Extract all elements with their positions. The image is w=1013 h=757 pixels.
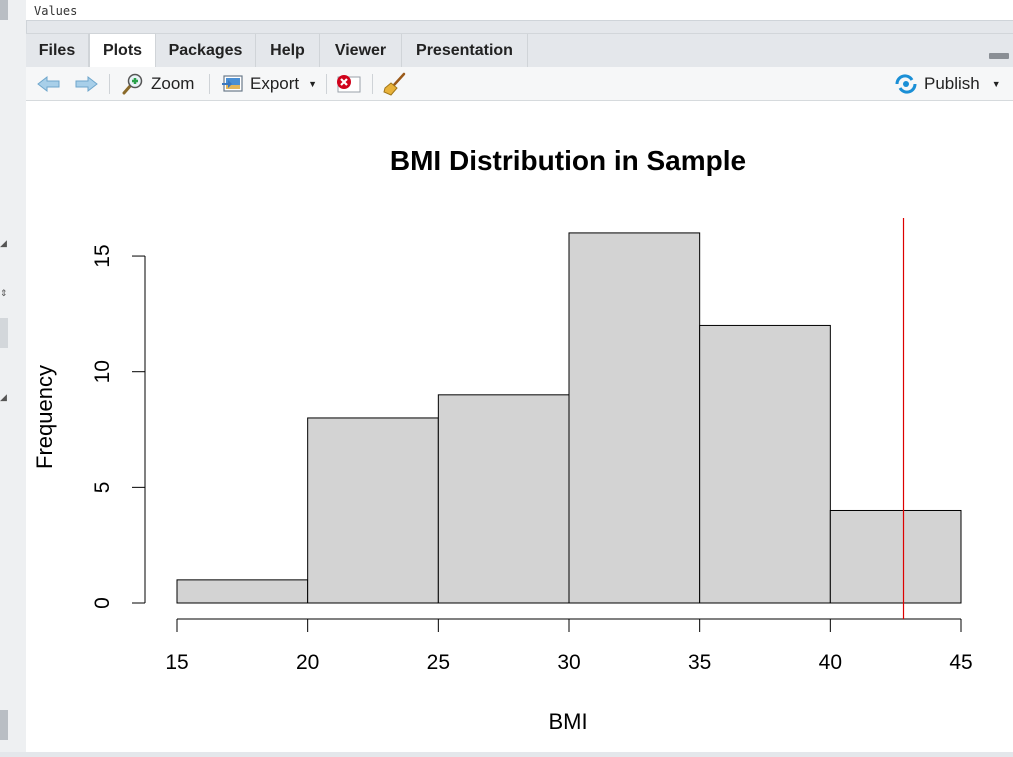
histogram-bar [307, 417, 439, 604]
export-icon [222, 74, 243, 92]
plot-viewer: BMI Distribution in Sample BMI Frequency… [26, 101, 1013, 752]
broom-icon [383, 72, 406, 96]
zoom-icon [122, 73, 143, 94]
collapse-arrow-icon[interactable]: ◢ [0, 392, 7, 402]
x-tick-label: 30 [557, 651, 580, 674]
x-axis: 15 20 25 30 35 40 45 [165, 618, 973, 674]
y-axis: 0 5 10 15 [91, 244, 146, 609]
tab-help[interactable]: Help [256, 34, 320, 67]
minimize-pane-button[interactable] [989, 53, 1009, 59]
tab-packages[interactable]: Packages [156, 34, 256, 67]
clear-all-button[interactable] [382, 67, 408, 100]
tab-plots[interactable]: Plots [89, 33, 156, 68]
plots-toolbar: Zoom Export ▼ Publish ▼ [26, 67, 1013, 101]
zoom-label: Zoom [151, 73, 195, 93]
toolbar-separator [326, 74, 327, 94]
histogram-bar [568, 232, 701, 604]
remove-plot-icon [337, 74, 361, 92]
x-tick-label: 45 [949, 651, 972, 674]
pane-marker [0, 318, 8, 348]
export-label: Export [250, 73, 300, 93]
publish-label: Publish [924, 73, 980, 93]
left-pane-edge: ◢ ⇕ ◢ [0, 0, 27, 752]
histogram-bar [699, 324, 831, 604]
remove-plot-button[interactable] [334, 67, 362, 100]
histogram-bar [829, 509, 962, 604]
forward-arrow-icon [75, 75, 98, 92]
tab-bar: Files Plots Packages Help Viewer Present… [26, 33, 1013, 68]
y-axis-label: Frequency [32, 365, 57, 469]
export-button[interactable]: Export ▼ [221, 67, 317, 100]
dropdown-arrow-icon: ▼ [308, 78, 318, 89]
x-tick-label: 20 [296, 651, 319, 674]
tab-presentation[interactable]: Presentation [402, 34, 528, 67]
tab-files[interactable]: Files [26, 34, 89, 67]
histogram-chart: BMI Distribution in Sample BMI Frequency… [32, 145, 973, 734]
publish-button[interactable]: Publish ▼ [893, 67, 1001, 100]
bars-group [176, 232, 962, 604]
histogram-bar [176, 579, 309, 604]
toolbar-separator [209, 74, 210, 94]
dropdown-arrow-icon: ▼ [991, 78, 1001, 89]
collapse-arrow-icon[interactable]: ◢ [0, 238, 7, 248]
toolbar-separator [372, 74, 373, 94]
pane-marker [0, 710, 8, 740]
y-tick-label: 5 [91, 482, 114, 494]
x-tick-label: 35 [688, 651, 711, 674]
resize-arrow-icon[interactable]: ⇕ [0, 288, 8, 298]
x-tick-label: 15 [165, 651, 188, 674]
pane-marker [0, 0, 8, 20]
back-arrow-button[interactable] [36, 67, 62, 100]
toolbar-separator [109, 74, 110, 94]
x-tick-label: 25 [427, 651, 450, 674]
values-label: Values [34, 4, 78, 18]
back-arrow-icon [37, 75, 60, 92]
y-tick-label: 0 [91, 597, 114, 609]
x-axis-label: BMI [548, 709, 587, 734]
chart-title: BMI Distribution in Sample [390, 145, 746, 176]
histogram-bar [437, 394, 570, 604]
tab-viewer[interactable]: Viewer [320, 34, 402, 67]
y-tick-label: 15 [91, 244, 114, 267]
zoom-button[interactable]: Zoom [120, 67, 194, 100]
x-tick-label: 40 [819, 651, 842, 674]
forward-arrow-button[interactable] [73, 67, 99, 100]
publish-icon [895, 73, 917, 94]
y-tick-label: 10 [91, 360, 114, 383]
environment-panel-header: Values [26, 0, 1013, 21]
